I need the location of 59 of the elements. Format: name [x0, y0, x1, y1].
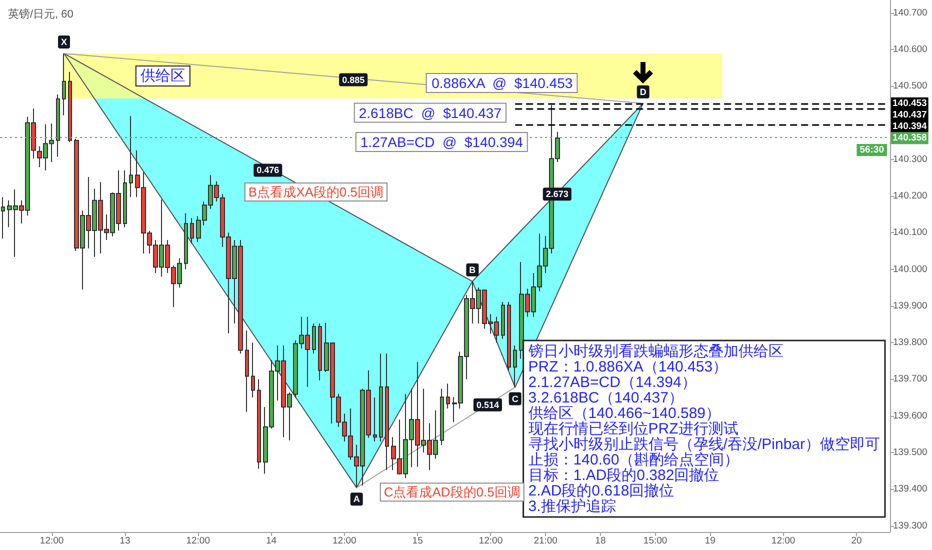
x-tick-label: 14: [266, 536, 277, 546]
annotation: 目标：1.AD段的0.382回撤位: [528, 466, 720, 484]
x-tick-label: 15:00: [643, 536, 668, 546]
y-tick-label: 140.100: [893, 227, 928, 238]
y-tick-label: 139.300: [893, 520, 928, 532]
annotation: 56:30: [860, 144, 884, 156]
y-tick-label: 140.700: [893, 7, 928, 18]
x-tick-label: 12:00: [186, 536, 210, 546]
x-tick-label: 12:00: [771, 536, 796, 546]
ref-line-label: 140.453: [892, 98, 927, 109]
band-label: 供给区: [140, 68, 186, 85]
y-tick-label: 139.400: [893, 484, 928, 495]
annotation: 0.885: [342, 74, 365, 85]
x-tick-label: 12:00: [478, 536, 503, 546]
annotation: 镑日小时级别看跌蝙蝠形态叠加供给区: [527, 342, 784, 360]
y-tick-label: 140.200: [893, 190, 928, 202]
annotation: 寻找小时级别止跌信号（孕线/吞没/Pinbar）做空即可: [528, 436, 880, 453]
ref-line-label: 140.358: [892, 132, 927, 144]
ref-line-label: 140.394: [892, 120, 928, 132]
annotation: B点看成XA段的0.5回调: [248, 184, 384, 200]
data-label: X: [61, 36, 68, 47]
y-tick-label: 140.000: [893, 264, 928, 275]
annotation: 0.886XA @ $140.453: [432, 74, 573, 91]
annotation: 3.2.618BC（140.437）: [528, 389, 684, 406]
x-tick-label: 19: [704, 536, 716, 546]
annotation: 2.673: [546, 189, 568, 200]
x-tick-label: 20: [851, 536, 862, 546]
annotation: 3.推保护追踪: [528, 498, 616, 515]
annotation: 0.476: [256, 165, 280, 176]
x-tick-label: 21:00: [534, 536, 558, 546]
annotation: 1.27AB=CD @ $140.394: [360, 134, 524, 150]
x-tick-label: 18: [595, 536, 606, 546]
data-label: A: [353, 494, 360, 504]
ref-line-label: 140.437: [892, 109, 927, 120]
data-label: C: [512, 394, 519, 404]
y-tick-label: 139.900: [893, 300, 928, 312]
x-tick-label: 13: [120, 536, 130, 546]
y-tick-label: 140.300: [893, 154, 928, 165]
y-tick-label: 139.700: [893, 374, 928, 385]
annotation: 止损：140.60（斟酌给点空间）: [528, 451, 740, 468]
x-tick-label: 15: [412, 536, 423, 546]
y-tick-label: 139.600: [893, 410, 928, 422]
text: 英镑/日元, 60: [8, 8, 74, 20]
annotation: 2.AD段的0.618回撤位: [528, 482, 674, 500]
annotation: 2.618BC @ $140.437: [358, 104, 502, 121]
y-tick-label: 140.600: [893, 44, 928, 55]
annotation: C点看成AD段的0.5回调: [384, 484, 520, 500]
data-label: D: [640, 86, 647, 97]
annotation: 现在行情已经到位PRZ进行测试: [528, 420, 738, 438]
annotation: 0.514: [476, 400, 499, 410]
annotation: 供给区（140.466~140.589）: [528, 404, 721, 422]
y-tick-label: 140.500: [893, 80, 928, 92]
annotation: PRZ：1.0.886XA（140.453）: [528, 358, 728, 376]
x-tick-label: 12:00: [40, 536, 64, 546]
y-tick-label: 139.500: [893, 446, 928, 458]
x-tick-label: 12:00: [332, 536, 356, 546]
data-label: B: [469, 264, 476, 275]
y-tick-label: 139.800: [893, 337, 928, 348]
annotation: 2.1.27AB=CD（14.394）: [528, 374, 696, 391]
